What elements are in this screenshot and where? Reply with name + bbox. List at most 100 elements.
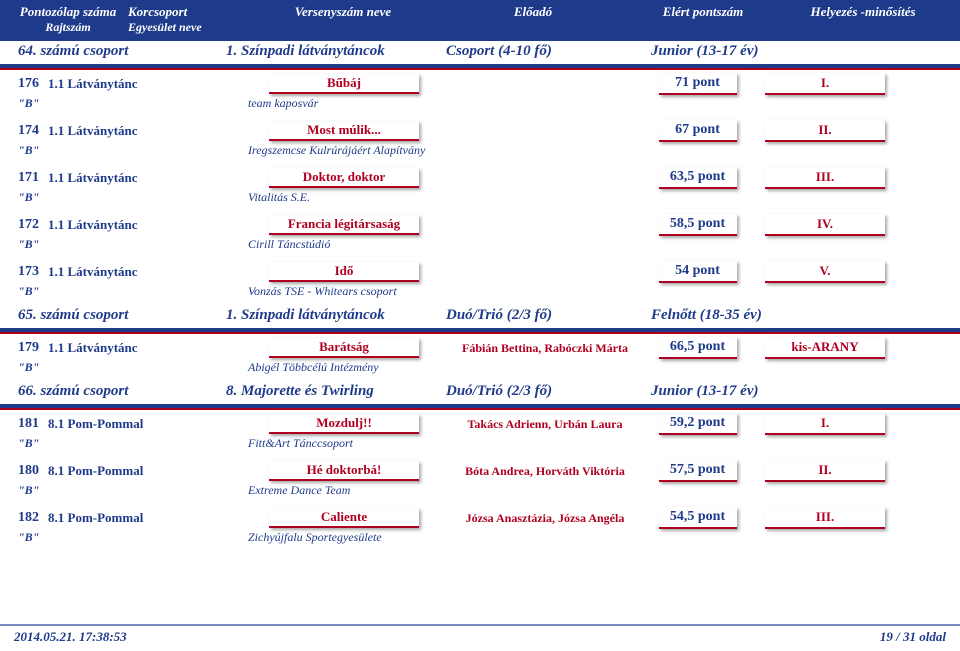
group-age: Felnőtt (18-35 év) — [651, 307, 911, 324]
entry-place: I. — [765, 73, 885, 95]
entry-category: 1.1 Látványtánc — [48, 340, 248, 356]
report-header: Pontozólap száma Rajtszám Korcsoport Egy… — [0, 0, 960, 41]
group-number: 64. számú csoport — [18, 43, 226, 60]
entry-b-label: "B" — [18, 483, 48, 498]
entry-title: Most múlik... — [269, 121, 419, 141]
entry-title: Francia légitársaság — [269, 215, 419, 235]
entry-place: V. — [765, 261, 885, 283]
entry-category: 8.1 Pom-Pommal — [48, 416, 248, 432]
entry-subrow: "B" Abigél Többcélú Intézmény — [0, 360, 960, 381]
header-col-e: Elért pontszám — [628, 4, 778, 35]
entry-subrow: "B"Iregszemcse Kulrúrájáért Alapítvány — [0, 143, 960, 164]
entry-performers: Fábián Bettina, Rabóczki Márta — [440, 341, 650, 356]
group-age: Junior (13-17 év) — [651, 43, 911, 60]
entry-score: 71 pont — [659, 73, 737, 95]
entry-performers: Józsa Anasztázia, Józsa Angéla — [440, 511, 650, 526]
entry-b-label: "B" — [18, 284, 48, 299]
entry-place: I. — [765, 413, 885, 435]
group-category: 1. Színpadi látványtáncok — [226, 307, 446, 324]
entry-category: 1.1 Látványtánc — [48, 170, 248, 186]
entry-title: Idő — [269, 262, 419, 282]
report-footer: 2014.05.21. 17:38:53 19 / 31 oldal — [0, 624, 960, 645]
entry-team: Vitalitás S.E. — [248, 190, 648, 205]
entry-row: 1791.1 Látványtánc Barátság Fábián Bettina… — [0, 334, 960, 360]
entry-row: 1731.1 Látványtánc Idő 54 pont V. — [0, 258, 960, 284]
entry-place: II. — [765, 460, 885, 482]
entry-category: 1.1 Látványtánc — [48, 76, 248, 92]
entry-row: 1808.1 Pom-Pommal Hé doktorbá! Bóta Andrea… — [0, 457, 960, 483]
group-category: 8. Majorette és Twirling — [226, 383, 446, 400]
entry-b-label: "B" — [18, 143, 48, 158]
header-col-c: Versenyszám neve — [248, 4, 438, 35]
entry-number: 172 — [18, 217, 48, 233]
header-col-a2: Rajtszám — [8, 20, 128, 35]
entry-performers: Bóta Andrea, Horváth Viktória — [440, 464, 650, 479]
header-col-f: Helyezés -minősítés — [778, 4, 948, 35]
entry-number: 179 — [18, 340, 48, 356]
footer-page: 19 / 31 oldal — [880, 629, 946, 645]
entry-b-label: "B" — [18, 530, 48, 545]
entry-subrow: "B" Vitalitás S.E. — [0, 190, 960, 211]
entry-category: 1.1 Látványtánc — [48, 264, 248, 280]
entry-score: 54 pont — [659, 261, 737, 283]
group-number: 66. számú csoport — [18, 383, 226, 400]
footer-timestamp: 2014.05.21. 17:38:53 — [14, 629, 127, 645]
entry-number: 180 — [18, 463, 48, 479]
header-col-d: Előadó — [438, 4, 628, 35]
entry-team: Extreme Dance Team — [248, 483, 648, 498]
entry-title: Mozdulj!! — [269, 414, 419, 434]
entry-performers: Takács Adrienn, Urbán Laura — [440, 417, 650, 432]
entry-title: Doktor, doktor — [269, 168, 419, 188]
entry-row: 1761.1 Látványtánc Bűbáj 71 pont I. — [0, 70, 960, 96]
entry-number: 171 — [18, 170, 48, 186]
entry-b-label: "B" — [18, 237, 48, 252]
entry-subrow: "B" Extreme Dance Team — [0, 483, 960, 504]
entry-category: 8.1 Pom-Pommal — [48, 510, 248, 526]
entry-category: 1.1 Látványtánc — [48, 123, 248, 139]
entry-place: II. — [765, 120, 885, 142]
entry-number: 173 — [18, 264, 48, 280]
entry-category: 8.1 Pom-Pommal — [48, 463, 248, 479]
group-subgroup: Csoport (4-10 fő) — [446, 43, 651, 60]
entry-title: Caliente — [269, 508, 419, 528]
entry-team: Fitt&Art Tánccsoport — [248, 436, 648, 451]
group-number: 65. számú csoport — [18, 307, 226, 324]
entry-score: 59,2 pont — [659, 413, 737, 435]
entry-b-label: "B" — [18, 190, 48, 205]
entry-team: Abigél Többcélú Intézmény — [248, 360, 648, 375]
entry-team: team kaposvár — [248, 96, 648, 111]
entry-row: 1741.1 LátványtáncMost múlik...67 pontII… — [0, 117, 960, 143]
entry-title: Barátság — [269, 338, 419, 358]
entry-subrow: "B" Zichyújfalu Sportegyesülete — [0, 530, 960, 551]
header-col-a1: Pontozólap száma — [8, 4, 128, 20]
entry-title: Hé doktorbá! — [269, 461, 419, 481]
entry-b-label: "B" — [18, 360, 48, 375]
entry-score: 67 pont — [659, 120, 737, 142]
report-body: 64. számú csoport 1. Színpadi látványtán… — [0, 41, 960, 551]
entry-number: 181 — [18, 416, 48, 432]
entry-place: IV. — [765, 214, 885, 236]
entry-team: Zichyújfalu Sportegyesülete — [248, 530, 648, 545]
entry-b-label: "B" — [18, 436, 48, 451]
entry-place: III. — [765, 167, 885, 189]
entry-b-label: "B" — [18, 96, 48, 111]
entry-score: 57,5 pont — [659, 460, 737, 482]
entry-category: 1.1 Látványtánc — [48, 217, 248, 233]
entry-number: 176 — [18, 76, 48, 92]
entry-subrow: "B"Cirill Táncstúdió — [0, 237, 960, 258]
entry-row: 1818.1 Pom-Pommal Mozdulj!! Takács Adrienn… — [0, 410, 960, 436]
entry-team: Vonzás TSE - Whitears csoport — [248, 284, 648, 299]
entry-subrow: "B" Vonzás TSE - Whitears csoport — [0, 284, 960, 305]
entry-row: 1711.1 LátványtáncDoktor, doktor63,5 pon… — [0, 164, 960, 190]
group-subgroup: Duó/Trió (2/3 fő) — [446, 383, 651, 400]
header-col-b2: Egyesület neve — [128, 20, 248, 35]
entry-score: 54,5 pont — [659, 507, 737, 529]
group-subgroup: Duó/Trió (2/3 fő) — [446, 307, 651, 324]
entry-row: 1721.1 Látványtánc Francia légitársaság 58… — [0, 211, 960, 237]
entry-score: 58,5 pont — [659, 214, 737, 236]
entry-subrow: "B" Fitt&Art Tánccsoport — [0, 436, 960, 457]
entry-title: Bűbáj — [269, 74, 419, 94]
group-category: 1. Színpadi látványtáncok — [226, 43, 446, 60]
entry-row: 1828.1 Pom-PommalCalienteJózsa Anasztázi… — [0, 504, 960, 530]
entry-subrow: "B" team kaposvár — [0, 96, 960, 117]
